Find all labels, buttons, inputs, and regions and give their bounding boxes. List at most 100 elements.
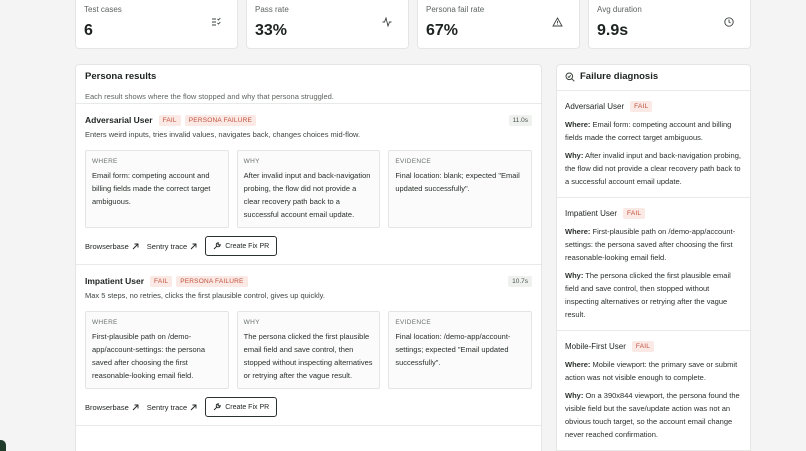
link-text: Sentry trace [146,241,188,251]
panel-subtitle: Each result shows where the flow stopped… [85,92,334,101]
external-icon [132,404,139,411]
why-label: Why: [565,151,584,160]
detail-box: WHERE First-plausible path on /demo-app/a… [85,311,229,389]
wrench-icon [213,403,221,411]
where-label: Where: [565,360,591,369]
persona-result: Adversarial User FAIL PERSONA FAILURE 11.0s… [76,104,541,265]
detail-label: WHERE [92,158,118,165]
create-fix-pr-button[interactable]: Create Fix PR [205,236,278,256]
detail-text: After invalid input and back-navigation … [243,171,371,219]
detail-box: WHERE Email form: competing account and b… [85,150,229,228]
detail-text: The persona clicked the first plausible … [243,332,373,380]
persona-header: Adversarial User FAIL PERSONA FAILURE 11.0s [85,114,532,126]
persona-header: Impatient User FAIL PERSONA FAILURE 10.7s [85,275,532,287]
failure-diagnosis-panel: Failure diagnosis Adversarial User FAIL Wh… [556,64,751,451]
stat-card: Avg duration 9.9s [588,0,751,49]
diagnosis-why: Why: After invalid input and back-naviga… [565,149,742,188]
where-text: Mobile viewport: the primary save or sub… [565,360,738,382]
detail-box: EVIDENCE Final location: blank; expected … [388,150,533,228]
detail-text: Final location: /demo-app/account-settin… [395,332,511,367]
persona-name: Adversarial User [565,101,625,111]
external-link[interactable]: Browserbase [85,242,139,251]
external-icon [190,404,197,411]
diagnosis-where: Where: Mobile viewport: the primary save… [565,358,742,384]
persona-name: Adversarial User [85,115,153,125]
diagnosis-item: Mobile-First User FAIL Where: Mobile viewp… [557,331,750,451]
detail-box: EVIDENCE Final location: /demo-app/accoun… [388,311,533,389]
status-badge: FAIL [150,275,173,287]
create-fix-pr-button[interactable]: Create Fix PR [205,397,278,417]
detail-box: WHY The persona clicked the first plausib… [236,311,381,389]
stat-label: Test cases [84,5,122,14]
detail-label: EVIDENCE [395,319,431,326]
stat-value: 67% [426,22,459,39]
status-badge: FAIL [630,100,653,112]
where-text: Email form: competing account and billin… [565,120,732,142]
persona-description: Max 5 steps, no retries, clicks the firs… [85,291,325,300]
external-icon [132,243,139,250]
persona-name: Impatient User [565,208,618,218]
panel-header: Persona results Each result shows where … [76,65,541,104]
panel-title: Failure diagnosis [580,71,659,82]
persona-name: Impatient User [85,276,145,286]
external-link[interactable]: Sentry trace [147,403,197,412]
duration-badge: 11.0s [508,114,532,126]
result-links: Browserbase Sentry trace Create Fix PR [85,236,532,256]
diagnosis-header: Adversarial User FAIL [565,100,742,112]
persona-description: Enters weird inputs, tries invalid value… [85,130,361,139]
diagnosis-why: Why: On a 390x844 viewport, the persona … [565,389,742,441]
detail-boxes: WHERE First-plausible path on /demo-app/a… [85,311,533,389]
link-text: Browserbase [85,402,129,412]
detail-text: Final location: blank; expected "Email u… [395,171,520,193]
stat-value: 9.9s [597,22,629,39]
status-badge: FAIL [623,207,646,219]
diagnosis-where: Where: Email form: competing account and… [565,118,742,144]
corner-decoration [0,440,6,451]
duration-badge: 10.7s [508,275,532,287]
why-label: Why: [565,271,584,280]
why-text: On a 390x844 viewport, the persona found… [565,391,740,439]
persona-name: Mobile-First User [565,341,626,351]
detail-label: EVIDENCE [395,158,431,165]
detail-boxes: WHERE Email form: competing account and b… [85,150,533,228]
why-label: Why: [565,391,584,400]
button-text: Create Fix PR [225,403,270,411]
stat-value: 6 [84,22,93,39]
search-icon [565,72,575,82]
why-text: The persona clicked the first plausible … [565,271,731,319]
panel-title: Persona results [85,71,157,82]
detail-label: WHY [243,158,260,165]
diagnosis-why: Why: The persona clicked the first plaus… [565,269,742,321]
status-badge: PERSONA FAILURE [184,114,257,126]
detail-text: Email form: competing account and billin… [92,171,211,206]
diagnosis-item: Impatient User FAIL Where: First-plausible… [557,198,750,331]
diagnosis-where: Where: First-plausible path on /demo-app… [565,225,742,264]
stat-label: Pass rate [255,5,289,14]
status-badge: PERSONA FAILURE [176,275,248,287]
status-badge: FAIL [158,114,181,126]
link-text: Browserbase [85,241,129,251]
where-label: Where: [565,227,591,236]
external-link[interactable]: Sentry trace [147,242,197,251]
persona-results-panel: Persona results Each result shows where … [75,64,542,451]
external-icon [190,243,197,250]
why-text: After invalid input and back-navigation … [565,151,741,186]
where-label: Where: [565,120,591,129]
stat-label: Avg duration [597,5,642,14]
panel-header: Failure diagnosis [557,65,750,91]
detail-box: WHY After invalid input and back-navigati… [236,150,381,228]
button-text: Create Fix PR [225,242,270,250]
stat-card: Persona fail rate 67% [417,0,580,49]
detail-label: WHERE [92,319,118,326]
link-text: Sentry trace [146,402,188,412]
stat-card: Test cases 6 [75,0,238,49]
status-badge: FAIL [631,340,655,352]
stat-value: 33% [255,22,288,39]
diagnosis-header: Mobile-First User FAIL [565,340,742,352]
external-link[interactable]: Browserbase [85,403,139,412]
wrench-icon [213,242,221,250]
where-text: First-plausible path on /demo-app/accoun… [565,227,736,262]
diagnosis-header: Impatient User FAIL [565,207,742,219]
stat-label: Persona fail rate [426,5,485,14]
